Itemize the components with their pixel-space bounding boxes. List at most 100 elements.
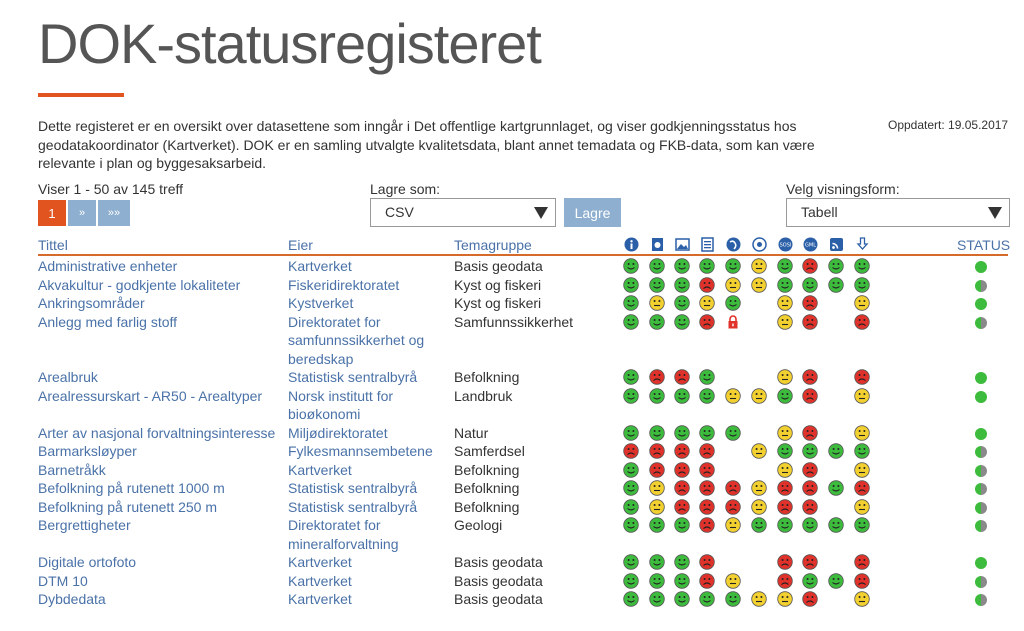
view-mode-select[interactable]: Tabell [786, 198, 1010, 227]
status-bad-icon [699, 498, 715, 515]
status-good-icon [649, 517, 665, 533]
owner-link[interactable]: Direktoratet for mineralforvaltning [288, 517, 399, 552]
status-bad-icon [725, 480, 741, 496]
column-title[interactable]: Tittel [38, 237, 68, 253]
globe-icon [726, 237, 741, 252]
status-warning-icon [699, 295, 715, 311]
theme-group: Kyst og fiskeri [454, 276, 542, 293]
status-warning-icon [751, 480, 767, 496]
owner-link[interactable]: Kartverket [288, 591, 352, 607]
dataset-title-link[interactable]: Arealressurskart - AR50 - Arealtyper [38, 387, 263, 404]
status-good-icon [725, 258, 741, 274]
status-bad-icon [802, 295, 818, 311]
owner-link[interactable]: Statistisk sentralbyrå [288, 480, 418, 496]
status-good-icon [854, 258, 870, 274]
status-good-icon [777, 276, 793, 293]
status-good-icon [777, 387, 793, 404]
overall-status-dot [975, 446, 987, 458]
status-good-icon [674, 295, 690, 311]
status-warning-icon [725, 276, 741, 293]
status-good-icon [699, 387, 715, 404]
chevron-down-icon [988, 207, 1002, 219]
status-good-icon [649, 258, 665, 274]
overall-status-dot [975, 575, 987, 588]
status-good-icon [674, 258, 690, 274]
status-good-icon [674, 313, 690, 330]
status-bad-icon [802, 461, 818, 478]
owner-link[interactable]: Kartverket [288, 572, 352, 589]
status-bad-icon [674, 480, 690, 496]
status-good-icon [623, 517, 639, 533]
theme-group: Befolkning [454, 369, 520, 385]
status-warning-icon [777, 295, 793, 311]
column-theme[interactable]: Temagruppe [454, 237, 532, 253]
owner-link[interactable]: Statistisk sentralbyrå [288, 369, 418, 385]
download-icon [855, 237, 870, 252]
status-good-icon [623, 258, 639, 274]
status-warning-icon [777, 461, 793, 478]
status-good-icon [649, 572, 665, 589]
overall-status-dot [975, 316, 987, 329]
save-format-select[interactable]: CSV [370, 198, 556, 227]
result-count: Viser 1 - 50 av 145 treff [38, 181, 184, 197]
status-bad-icon [802, 424, 818, 441]
status-bad-icon [699, 480, 715, 496]
dataset-title-link[interactable]: Bergrettigheter [38, 517, 131, 533]
overall-status-dot [975, 261, 987, 273]
theme-group: Basis geodata [454, 572, 543, 589]
last-page-button[interactable]: »» [98, 200, 130, 226]
status-warning-icon [751, 498, 767, 515]
dataset-title-link[interactable]: Arealbruk [38, 369, 98, 385]
owner-link[interactable]: Statistisk sentralbyrå [288, 498, 418, 515]
owner-link[interactable]: Miljødirektoratet [288, 424, 388, 441]
page-title: DOK-statusregisteret [38, 12, 542, 75]
overall-status-dot [975, 464, 987, 477]
status-warning-icon [854, 295, 870, 311]
status-good-icon [674, 572, 690, 589]
owner-link[interactable]: Fylkesmannsembetene [288, 443, 433, 459]
status-warning-icon [777, 591, 793, 607]
overall-status-dot [975, 520, 987, 532]
owner-link[interactable]: Kartverket [288, 258, 352, 274]
status-good-icon [623, 313, 639, 330]
theme-group: Basis geodata [454, 554, 543, 570]
theme-group: Basis geodata [454, 258, 543, 274]
owner-link[interactable]: Kystverket [288, 295, 354, 311]
dataset-title-link[interactable]: Dybdedata [38, 591, 106, 607]
owner-link[interactable]: Kartverket [288, 461, 352, 478]
status-good-icon [828, 443, 844, 459]
status-warning-icon [725, 572, 741, 589]
owner-link[interactable]: Kartverket [288, 554, 352, 570]
page-1-button[interactable]: 1 [38, 200, 66, 226]
save-button[interactable]: Lagre [564, 198, 621, 227]
status-good-icon [828, 480, 844, 496]
status-good-icon [802, 517, 818, 533]
status-good-icon [674, 387, 690, 404]
dataset-title-link[interactable]: Digitale ortofoto [38, 554, 137, 570]
owner-link[interactable]: Fiskeridirektoratet [288, 276, 400, 293]
status-bad-icon [777, 554, 793, 570]
dataset-title-link[interactable]: DTM 10 [38, 572, 88, 589]
owner-link[interactable]: Direktoratet for samfunnssikkerhet og be… [288, 313, 425, 367]
dataset-title-link[interactable]: Befolkning på rutenett 250 m [38, 498, 218, 515]
dataset-title-link[interactable]: Ankringsområder [38, 295, 145, 311]
dataset-title-link[interactable]: Barnetråkk [38, 461, 106, 478]
save-as-label: Lagre som: [370, 181, 441, 197]
chevron-down-icon [534, 207, 548, 219]
dataset-title-link[interactable]: Befolkning på rutenett 1000 m [38, 480, 225, 496]
status-bad-icon [802, 369, 818, 385]
dataset-title-link[interactable]: Arter av nasjonal forvaltningsinteresse [38, 424, 276, 441]
status-good-icon [828, 276, 844, 293]
dataset-title-link[interactable]: Akvakultur - godkjente lokaliteter [38, 276, 241, 293]
dataset-title-link[interactable]: Barmarksløyper [38, 443, 137, 459]
column-status[interactable]: STATUS [957, 237, 1011, 253]
dataset-title-link[interactable]: Administrative enheter [38, 258, 178, 274]
product-sheet-icon [650, 237, 665, 252]
theme-group: Samferdsel [454, 443, 525, 459]
next-page-button[interactable]: » [68, 200, 96, 226]
owner-link[interactable]: Norsk institutt for bioøkonomi [288, 387, 394, 423]
dataset-title-link[interactable]: Anlegg med farlig stoff [38, 313, 178, 330]
status-good-icon [777, 443, 793, 459]
column-owner[interactable]: Eier [288, 237, 313, 253]
status-bad-icon [649, 369, 665, 385]
